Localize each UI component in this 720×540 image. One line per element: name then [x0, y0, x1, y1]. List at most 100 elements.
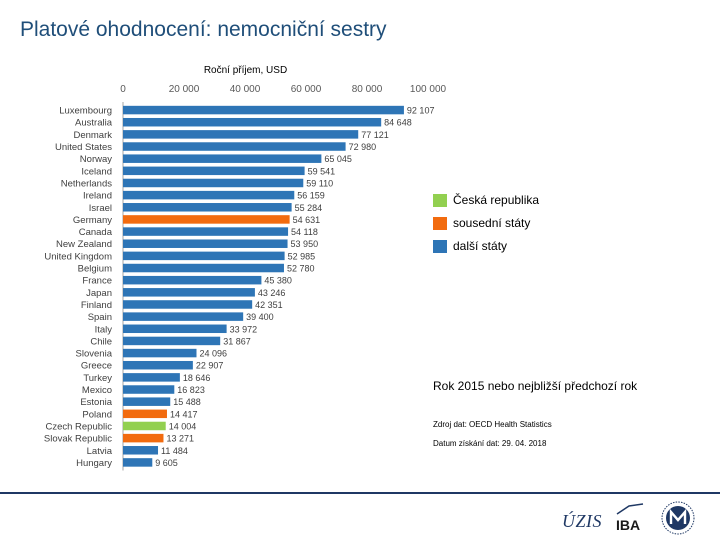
slide-title: Platové ohodnocení: nemocniční sestry	[20, 18, 387, 41]
value-label: 72 980	[349, 142, 377, 152]
category-label: Japan	[86, 288, 112, 299]
value-label: 65 045	[324, 154, 352, 164]
legend-swatch-czech	[433, 193, 447, 207]
bar	[123, 275, 262, 285]
category-label: Turkey	[83, 373, 112, 384]
value-label: 77 121	[361, 130, 389, 140]
x-tick-label: 20 000	[169, 84, 200, 95]
legend-swatch-neighbor	[433, 216, 447, 230]
value-label: 56 159	[297, 191, 325, 201]
category-label: Denmark	[73, 130, 112, 141]
value-label: 43 246	[258, 288, 286, 298]
legend-item-neighbor: sousední státy	[433, 216, 539, 230]
value-label: 84 648	[384, 118, 412, 128]
muni-logo	[661, 501, 695, 535]
category-label: New Zealand	[56, 239, 112, 250]
bar	[123, 421, 166, 431]
category-label: Norway	[80, 154, 112, 165]
value-label: 13 271	[166, 434, 194, 444]
value-label: 15 488	[173, 397, 201, 407]
value-label: 54 118	[291, 227, 318, 237]
category-label: United Kingdom	[44, 251, 112, 262]
x-tick-label: 100 000	[410, 84, 447, 95]
category-label: Finland	[81, 300, 112, 311]
category-label: United States	[55, 142, 112, 153]
value-label: 11 484	[161, 446, 188, 456]
chart-legend: Česká republika sousední státy další stá…	[433, 193, 539, 262]
bar	[123, 215, 290, 224]
legend-item-other: další státy	[433, 239, 539, 253]
bar	[123, 227, 289, 236]
legend-item-czech: Česká republika	[433, 193, 539, 207]
value-label: 54 631	[293, 215, 321, 225]
bar	[123, 117, 382, 127]
value-label: 24 096	[199, 349, 227, 359]
bar	[123, 178, 304, 188]
value-label: 92 107	[407, 106, 435, 116]
bar	[123, 300, 253, 309]
bar	[123, 446, 159, 455]
category-label: Israel	[89, 203, 112, 214]
category-label: Poland	[82, 409, 112, 420]
value-label: 39 400	[246, 312, 274, 322]
bar	[123, 154, 322, 163]
category-label: Hungary	[76, 458, 112, 469]
category-label: Chile	[90, 336, 112, 347]
chart-title: Roční příjem, USD	[204, 65, 287, 76]
legend-swatch-other	[433, 239, 447, 253]
iba-logo: IBA	[616, 517, 641, 533]
value-label: 59 541	[308, 166, 336, 176]
bar	[123, 409, 167, 419]
value-label: 55 284	[295, 203, 323, 213]
bar	[123, 239, 288, 248]
category-label: Germany	[73, 215, 112, 226]
bar	[123, 190, 295, 200]
category-label: Greece	[81, 361, 112, 372]
bar	[123, 348, 197, 358]
value-label: 42 351	[255, 300, 283, 310]
bar	[123, 373, 180, 382]
bar	[123, 397, 171, 406]
bar	[123, 360, 193, 370]
value-label: 9 605	[155, 458, 178, 468]
value-label: 59 110	[306, 178, 333, 188]
category-label: Belgium	[78, 264, 112, 275]
bar	[123, 105, 404, 115]
x-tick-label: 0	[120, 84, 126, 95]
value-label: 14 004	[169, 421, 197, 431]
category-label: Netherlands	[61, 178, 112, 189]
category-label: Estonia	[80, 397, 112, 408]
value-label: 52 985	[288, 251, 316, 261]
category-label: Canada	[79, 227, 113, 238]
value-label: 33 972	[230, 324, 258, 334]
bar	[123, 312, 244, 321]
category-label: Luxembourg	[59, 106, 112, 117]
value-label: 16 823	[177, 385, 205, 395]
bar	[123, 203, 292, 212]
date-note: Datum získání dat: 29. 04. 2018	[433, 439, 547, 448]
bar	[123, 251, 285, 261]
bar	[123, 142, 346, 151]
category-label: Czech Republic	[45, 421, 112, 432]
x-tick-label: 40 000	[230, 84, 261, 95]
category-label: Slovenia	[76, 349, 113, 360]
bar	[123, 166, 305, 176]
iba-logo-mark	[616, 503, 644, 515]
category-label: Spain	[88, 312, 112, 323]
x-tick-label: 60 000	[291, 84, 322, 95]
value-label: 18 646	[183, 373, 211, 383]
bar	[123, 130, 359, 139]
bar	[123, 288, 255, 297]
source-note: Zdroj dat: OECD Health Statistics	[433, 420, 552, 429]
uzis-logo: ÚZIS	[562, 511, 603, 531]
bar	[123, 458, 153, 467]
year-note: Rok 2015 nebo nejbližší předchozí rok	[433, 379, 638, 393]
bar	[123, 336, 221, 346]
category-label: Italy	[95, 324, 113, 335]
value-label: 22 907	[196, 361, 224, 371]
bar	[123, 324, 227, 334]
value-label: 45 380	[264, 276, 292, 286]
x-tick-label: 80 000	[352, 84, 383, 95]
category-label: Ireland	[83, 191, 112, 202]
bar	[123, 433, 164, 443]
